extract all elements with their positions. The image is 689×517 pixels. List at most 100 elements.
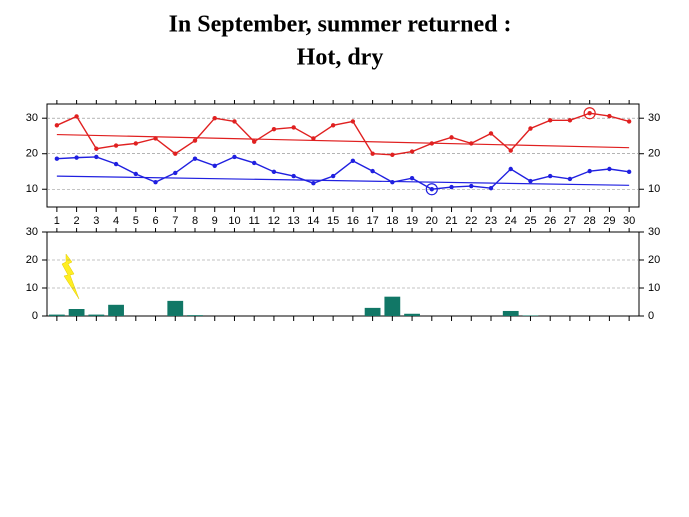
point (488, 131, 494, 136)
point (607, 166, 612, 172)
x-tick-label: 7 (172, 215, 178, 227)
y-tick-label: 20 (648, 148, 660, 160)
point (113, 143, 119, 148)
point (173, 151, 178, 156)
title-line: Hot, dry (297, 45, 384, 71)
point (311, 181, 316, 186)
point (508, 166, 513, 172)
x-tick-label: 19 (406, 215, 418, 227)
x-tick-label: 13 (288, 215, 300, 227)
x-tick-label: 15 (327, 215, 339, 227)
point (409, 176, 415, 181)
point (409, 149, 415, 154)
point (390, 179, 395, 185)
point (370, 151, 375, 156)
point (567, 118, 573, 123)
point (528, 178, 533, 184)
point (133, 171, 138, 177)
y-tick-label: 30 (648, 226, 660, 238)
point (330, 123, 336, 128)
point (508, 148, 513, 153)
point (291, 173, 296, 179)
x-tick-label: 25 (524, 215, 536, 227)
y-tick-label: 30 (648, 112, 660, 124)
x-tick-label: 6 (152, 215, 158, 227)
point (548, 118, 553, 123)
point (370, 168, 375, 174)
point (587, 168, 592, 174)
x-tick-label: 10 (228, 215, 240, 227)
point (232, 119, 237, 124)
point (212, 163, 217, 168)
point (271, 127, 277, 132)
bar (404, 313, 420, 316)
extreme-circle (425, 183, 438, 196)
bar (522, 315, 539, 316)
x-tick-label: 2 (74, 215, 80, 227)
y-tick-label: 10 (648, 282, 660, 294)
y-tick-label: 0 (648, 310, 654, 322)
bar (48, 314, 65, 316)
point (350, 158, 356, 164)
x-tick-label: 12 (268, 215, 280, 227)
title-line: In September, summer returned : (169, 12, 512, 38)
bar (167, 300, 184, 316)
y-tick-label: 30 (26, 112, 38, 124)
point (469, 183, 474, 189)
x-tick-label: 4 (113, 215, 119, 227)
y-tick-label: 20 (26, 254, 38, 266)
bar (364, 307, 381, 316)
y-tick-label: 10 (648, 183, 660, 195)
x-tick-label: 24 (505, 215, 517, 227)
x-tick-label: 23 (485, 215, 497, 227)
point (528, 126, 533, 131)
y-tick-label: 20 (648, 254, 660, 266)
point (94, 154, 99, 160)
point (469, 141, 474, 146)
point (232, 154, 237, 160)
point (626, 119, 632, 124)
point (94, 146, 99, 151)
point (567, 176, 573, 182)
point (173, 170, 178, 176)
point (271, 169, 277, 175)
point (449, 184, 454, 190)
point (153, 136, 158, 141)
point (133, 141, 138, 146)
point (74, 114, 79, 119)
point (212, 116, 217, 121)
bar (88, 314, 105, 316)
point (548, 173, 553, 179)
y-tick-label: 10 (26, 282, 38, 294)
point (311, 136, 316, 141)
x-tick-label: 14 (307, 215, 319, 227)
x-tick-label: 29 (603, 215, 615, 227)
x-tick-label: 20 (426, 215, 438, 227)
x-tick-label: 1 (54, 215, 60, 227)
point (626, 169, 632, 175)
x-tick-label: 30 (623, 215, 635, 227)
point (192, 138, 198, 143)
point (113, 161, 119, 167)
point (192, 156, 198, 161)
x-tick-label: 9 (212, 215, 218, 227)
y-tick-label: 30 (26, 226, 38, 238)
x-tick-label: 5 (133, 215, 139, 227)
point (449, 135, 454, 140)
x-tick-label: 21 (445, 215, 457, 227)
plot-frame (46, 103, 640, 208)
y-tick-label: 0 (32, 310, 38, 322)
point (390, 152, 395, 157)
x-tick-label: 27 (564, 215, 576, 227)
bar (68, 309, 85, 316)
trend-line (56, 175, 630, 186)
x-tick-label: 18 (386, 215, 398, 227)
bar (384, 296, 401, 316)
x-tick-label: 28 (584, 215, 596, 227)
point (252, 139, 257, 144)
point (54, 156, 60, 161)
x-tick-label: 3 (93, 215, 99, 227)
series-line (56, 156, 630, 190)
